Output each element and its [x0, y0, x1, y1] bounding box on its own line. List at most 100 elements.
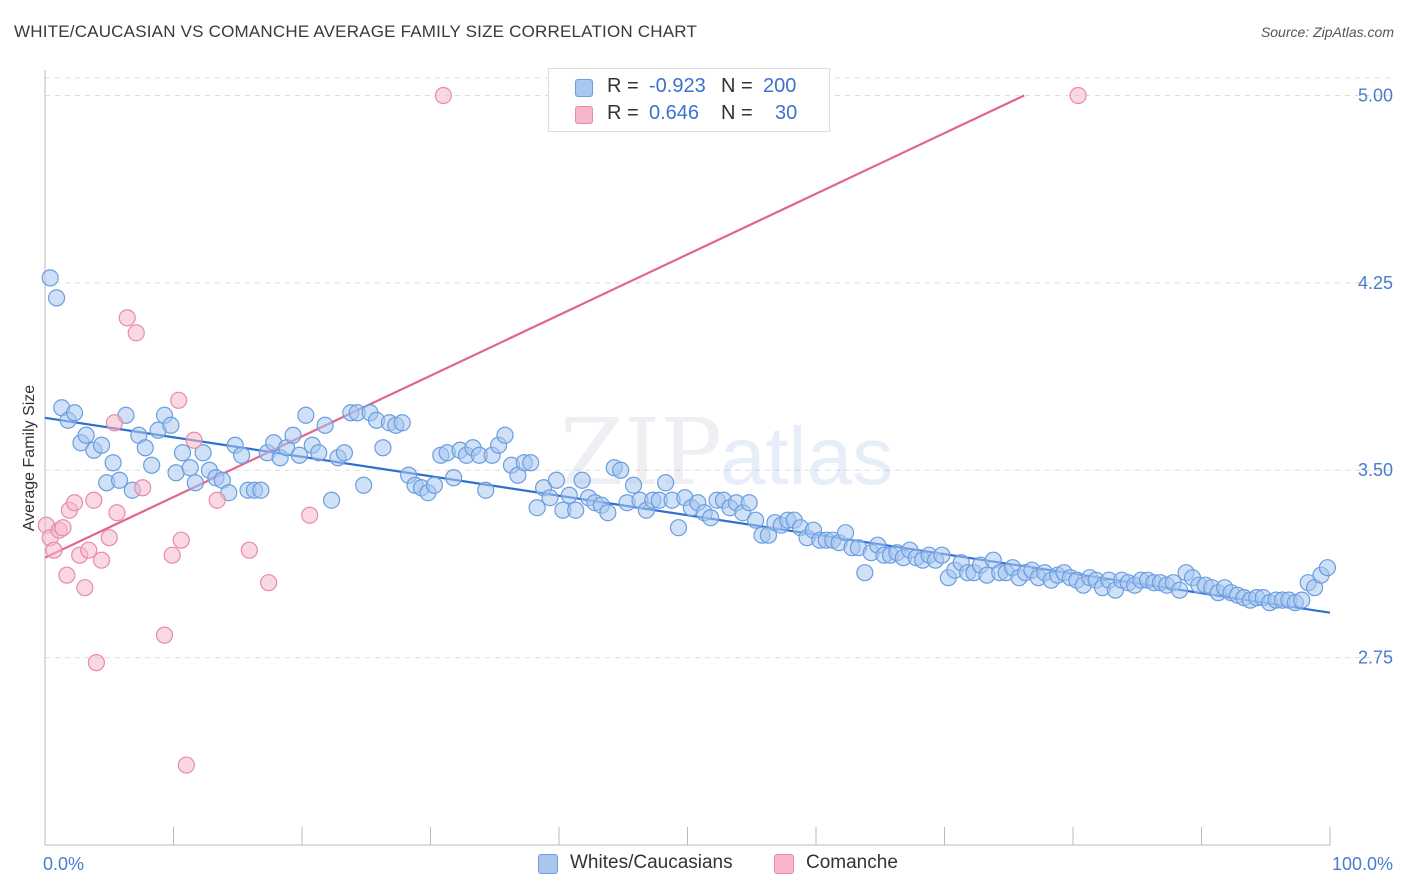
bottom-legend-label-whites: Whites/Caucasians	[570, 852, 733, 873]
point-comanche	[87, 654, 106, 672]
correlation-legend: R = -0.923 N = 200 R = 0.646 N = 30	[548, 68, 830, 132]
point-whites	[393, 414, 411, 432]
point-whites	[740, 494, 758, 512]
point-whites	[110, 471, 129, 489]
watermark: ZIP atlas	[560, 399, 893, 506]
point-whites	[47, 289, 66, 307]
point-comanche	[80, 541, 98, 559]
point-comanche	[240, 541, 258, 559]
point-comanche	[185, 431, 203, 449]
point-comanche	[301, 506, 319, 524]
legend-n-value: 30	[775, 102, 798, 124]
point-comanche	[76, 579, 94, 597]
point-whites	[669, 519, 688, 537]
point-comanche	[85, 491, 103, 509]
point-comanche	[155, 626, 174, 644]
trend-lines	[44, 94, 1331, 614]
legend-n-value: 200	[763, 75, 797, 97]
legend-r-label: R =	[607, 75, 639, 97]
legend-r-value: -0.923	[649, 75, 706, 97]
point-comanche	[127, 324, 145, 342]
point-comanche	[58, 566, 76, 584]
x-tick-label: 100.0%	[1332, 854, 1393, 874]
y-tick-label: 2.75	[1358, 648, 1393, 668]
point-whites	[233, 446, 251, 464]
data-points	[37, 86, 1337, 774]
point-whites	[836, 524, 855, 542]
point-whites	[702, 509, 720, 527]
point-whites	[496, 426, 514, 444]
legend-swatch-comanche	[575, 106, 593, 124]
point-comanche	[100, 529, 118, 547]
y-axis-label: Average Family Size	[21, 385, 38, 532]
point-whites	[547, 471, 566, 489]
point-whites	[252, 481, 270, 499]
point-whites	[567, 501, 585, 519]
point-whites	[41, 269, 59, 287]
point-comanche	[170, 391, 188, 409]
point-whites	[624, 476, 643, 494]
y-tick-label: 4.25	[1358, 273, 1393, 293]
point-whites	[560, 486, 578, 504]
legend-n-label: N =	[721, 102, 753, 124]
point-whites	[599, 504, 617, 522]
point-comanche	[259, 574, 278, 592]
legend-r-value: 0.646	[649, 102, 700, 124]
point-whites	[310, 444, 328, 462]
point-comanche	[177, 756, 195, 774]
point-comanche	[105, 414, 123, 432]
legend-r-label: R =	[607, 102, 639, 124]
point-comanche	[54, 519, 72, 537]
point-whites	[445, 469, 463, 487]
point-comanche	[172, 531, 190, 549]
point-whites	[374, 439, 392, 457]
point-whites	[522, 454, 540, 472]
point-comanche	[1069, 86, 1087, 105]
point-whites	[933, 546, 951, 564]
point-whites	[573, 471, 591, 489]
point-whites	[1171, 581, 1189, 599]
point-whites	[747, 511, 765, 529]
watermark-atlas: atlas	[720, 411, 893, 502]
point-comanche	[92, 551, 111, 569]
point-comanche	[108, 504, 126, 522]
point-whites	[65, 404, 84, 422]
point-whites	[322, 491, 341, 509]
tick-labels: 2.75 3.50 4.25 5.00 0.0% 100.0%	[43, 85, 1393, 874]
watermark-zip: ZIP	[560, 399, 722, 506]
point-comanche	[65, 494, 84, 512]
point-whites	[316, 416, 334, 434]
bottom-legend-label-comanche: Comanche	[806, 852, 898, 873]
source-label: Source: ZipAtlas.com	[1260, 24, 1394, 40]
point-whites	[173, 444, 192, 462]
point-whites	[355, 476, 373, 494]
legend-swatch-whites	[575, 79, 593, 97]
x-tick-label: 0.0%	[43, 854, 84, 874]
point-whites	[77, 426, 95, 444]
legend-n-label: N =	[721, 75, 753, 97]
point-whites	[181, 459, 199, 477]
point-whites	[1318, 559, 1337, 577]
point-whites	[162, 416, 180, 434]
point-whites	[297, 406, 315, 424]
point-whites	[136, 439, 154, 457]
point-comanche	[434, 86, 452, 105]
point-whites	[425, 476, 443, 494]
point-comanche	[45, 541, 63, 559]
axes	[44, 70, 1331, 846]
point-whites	[143, 456, 161, 474]
bottom-legend-swatch-comanche	[774, 854, 794, 874]
point-whites	[194, 444, 212, 462]
point-whites	[657, 474, 675, 492]
point-comanche	[163, 546, 181, 564]
chart-title: WHITE/CAUCASIAN VS COMANCHE AVERAGE FAMI…	[14, 22, 698, 41]
point-whites	[335, 444, 354, 462]
point-whites	[290, 446, 309, 464]
point-whites	[477, 481, 495, 499]
y-tick-label: 5.00	[1358, 85, 1393, 105]
bottom-legend-swatch-whites	[538, 854, 558, 874]
point-comanche	[208, 491, 226, 509]
point-comanche	[134, 479, 152, 497]
legend-row-comanche: R = 0.646 N = 30	[549, 102, 829, 128]
